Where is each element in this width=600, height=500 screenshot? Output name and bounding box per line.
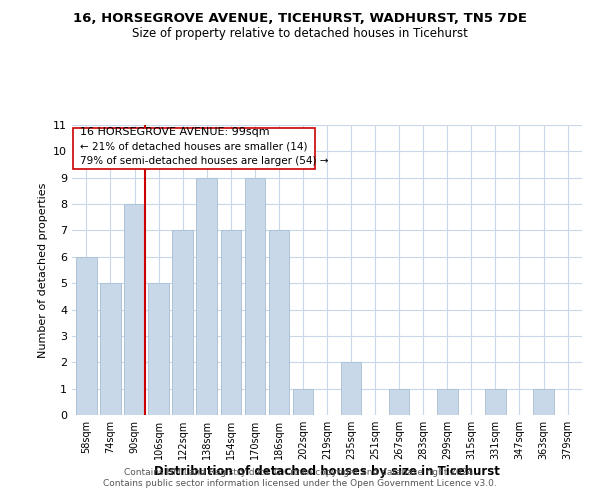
Text: ← 21% of detached houses are smaller (14): ← 21% of detached houses are smaller (14… [80, 142, 308, 152]
Bar [437, 388, 458, 415]
Bar [485, 388, 506, 415]
Text: Size of property relative to detached houses in Ticehurst: Size of property relative to detached ho… [132, 28, 468, 40]
Y-axis label: Number of detached properties: Number of detached properties [38, 182, 47, 358]
Bar [341, 362, 361, 415]
X-axis label: Distribution of detached houses by size in Ticehurst: Distribution of detached houses by size … [154, 465, 500, 478]
Text: Contains HM Land Registry data © Crown copyright and database right 2024.
Contai: Contains HM Land Registry data © Crown c… [103, 468, 497, 487]
Bar [124, 204, 145, 415]
FancyBboxPatch shape [73, 128, 315, 168]
Text: 16, HORSEGROVE AVENUE, TICEHURST, WADHURST, TN5 7DE: 16, HORSEGROVE AVENUE, TICEHURST, WADHUR… [73, 12, 527, 26]
Bar [148, 283, 169, 415]
Text: 79% of semi-detached houses are larger (54) →: 79% of semi-detached houses are larger (… [80, 156, 329, 166]
Bar [100, 283, 121, 415]
Bar [76, 257, 97, 415]
Text: 16 HORSEGROVE AVENUE: 99sqm: 16 HORSEGROVE AVENUE: 99sqm [80, 128, 270, 138]
Bar [389, 388, 409, 415]
Bar [245, 178, 265, 415]
Bar [293, 388, 313, 415]
Bar [533, 388, 554, 415]
Bar [172, 230, 193, 415]
Bar [269, 230, 289, 415]
Bar [196, 178, 217, 415]
Bar [221, 230, 241, 415]
